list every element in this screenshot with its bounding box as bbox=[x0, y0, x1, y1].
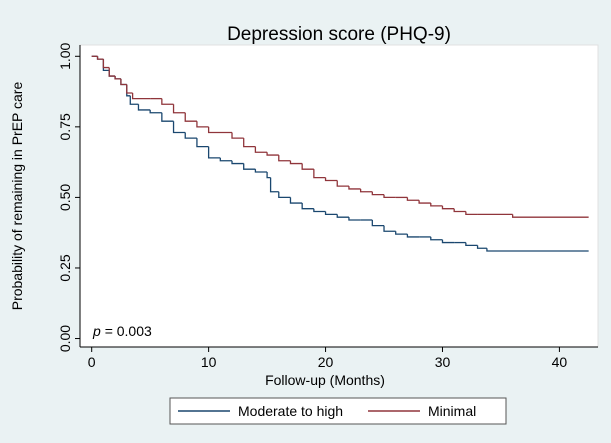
step-segment bbox=[254, 169, 268, 173]
y-tick-label: 0.75 bbox=[57, 113, 73, 140]
annotation-italic: p bbox=[92, 323, 101, 339]
step-segment bbox=[196, 121, 209, 128]
step-segment bbox=[348, 186, 361, 190]
legend-label: Minimal bbox=[428, 403, 476, 419]
step-segment bbox=[266, 172, 271, 179]
x-axis-label: Follow-up (Months) bbox=[265, 372, 385, 388]
step-segment bbox=[336, 214, 349, 218]
step-segment bbox=[476, 245, 487, 249]
step-segment bbox=[231, 160, 244, 165]
y-tick-label: 0.50 bbox=[57, 184, 73, 211]
step-segment bbox=[161, 112, 174, 122]
step-segment bbox=[371, 191, 385, 196]
step-segment bbox=[126, 84, 133, 94]
step-segment bbox=[184, 112, 197, 122]
step-segment bbox=[336, 180, 349, 187]
step-segment bbox=[161, 98, 174, 105]
step-segment bbox=[114, 76, 121, 80]
step-segment bbox=[207, 126, 233, 134]
step-segment bbox=[418, 200, 431, 204]
x-tick-label: 20 bbox=[318, 354, 334, 370]
step-segment bbox=[324, 177, 338, 182]
step-segment bbox=[324, 211, 338, 215]
step-segment bbox=[196, 138, 209, 148]
step-segment bbox=[278, 155, 291, 162]
step-segment bbox=[465, 211, 478, 215]
step-segment bbox=[108, 67, 116, 77]
step-segment bbox=[172, 104, 186, 114]
step-segment bbox=[269, 177, 279, 193]
step-segment bbox=[441, 239, 455, 244]
step-segment bbox=[289, 197, 303, 204]
step-segment bbox=[430, 236, 443, 241]
step-segment bbox=[406, 197, 420, 201]
step-segment bbox=[486, 248, 589, 252]
step-segment bbox=[266, 152, 279, 156]
step-segment bbox=[359, 188, 373, 193]
step-segment bbox=[129, 95, 139, 105]
step-segment bbox=[383, 225, 396, 232]
step-segment bbox=[243, 138, 256, 148]
step-segment bbox=[96, 56, 104, 60]
step-segment bbox=[102, 59, 110, 69]
step-segment bbox=[231, 132, 244, 139]
step-segment bbox=[453, 208, 466, 213]
annotation: p = 0.003 bbox=[92, 323, 152, 339]
step-segment bbox=[137, 104, 151, 111]
step-segment bbox=[184, 132, 197, 139]
step-segment bbox=[301, 203, 314, 210]
step-segment bbox=[406, 234, 420, 238]
step-segment bbox=[371, 219, 385, 227]
step-segment bbox=[441, 205, 455, 210]
x-tick-label: 0 bbox=[88, 354, 96, 370]
x-tick-label: 30 bbox=[435, 354, 451, 370]
step-segment bbox=[278, 191, 291, 199]
step-segment bbox=[207, 146, 221, 159]
y-tick-label: 1.00 bbox=[57, 42, 73, 69]
step-segment bbox=[511, 214, 589, 218]
step-segment bbox=[313, 208, 326, 213]
x-tick-label: 40 bbox=[552, 354, 568, 370]
y-tick-label: 0.00 bbox=[57, 325, 73, 352]
y-axis-label: Probability of remaining in PrEP care bbox=[9, 82, 25, 311]
chart-title: Depression score (PHQ-9) bbox=[227, 24, 451, 45]
step-segment bbox=[172, 121, 186, 134]
step-segment bbox=[395, 231, 408, 235]
x-tick-label: 10 bbox=[201, 354, 217, 370]
step-segment bbox=[219, 157, 233, 162]
step-segment bbox=[383, 194, 396, 199]
step-segment bbox=[348, 217, 361, 221]
step-segment bbox=[254, 146, 268, 153]
step-segment bbox=[430, 203, 443, 207]
step-segment bbox=[465, 242, 478, 247]
step-segment bbox=[313, 169, 326, 179]
step-segment bbox=[301, 163, 314, 170]
annotation-text: = 0.003 bbox=[105, 323, 152, 339]
plot-area bbox=[79, 44, 599, 348]
y-tick-label: 0.25 bbox=[57, 254, 73, 281]
legend-label: Moderate to high bbox=[238, 403, 343, 419]
step-segment bbox=[289, 160, 303, 165]
step-segment bbox=[149, 109, 162, 114]
step-segment bbox=[120, 78, 127, 86]
step-segment bbox=[243, 163, 256, 170]
step-segment bbox=[131, 92, 151, 100]
